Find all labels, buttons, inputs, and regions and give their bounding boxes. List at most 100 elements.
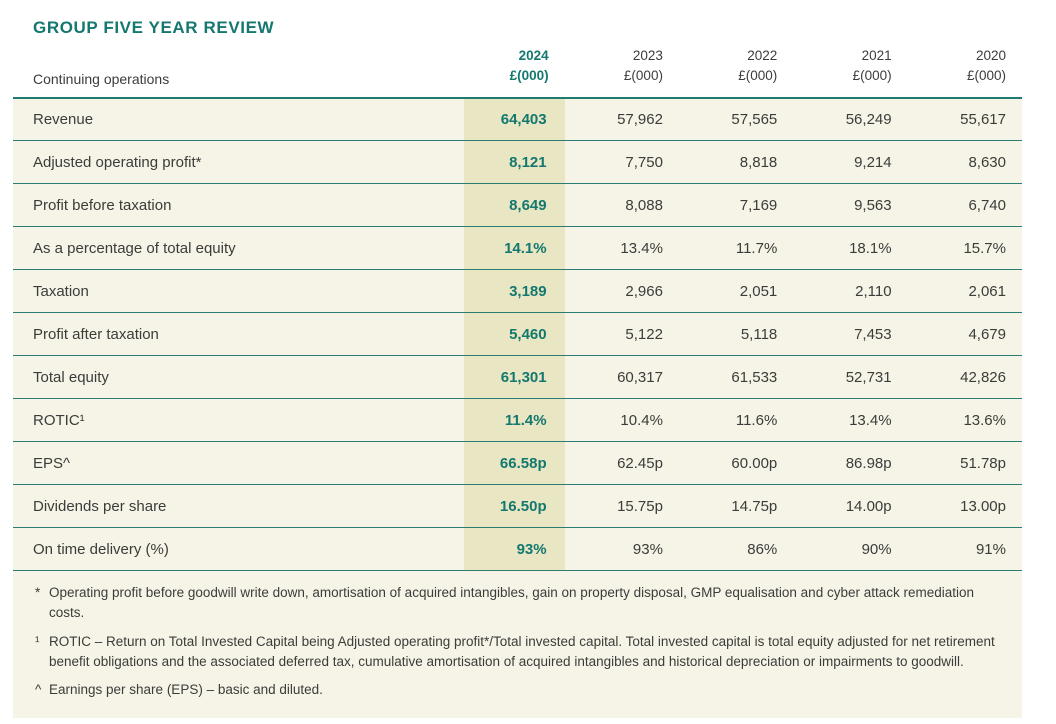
row-label: Profit after taxation bbox=[13, 312, 465, 356]
footnote-marker: * bbox=[35, 585, 41, 600]
value-cell: 2,966 bbox=[564, 269, 679, 313]
value-cell: 86.98p bbox=[793, 441, 908, 485]
year-label: 2020 bbox=[975, 48, 1006, 63]
footnote-text: Earnings per share (EPS) – basic and dil… bbox=[49, 682, 323, 697]
year-label: 2023 bbox=[632, 48, 663, 63]
table-body: Revenue 64,403 57,962 57,565 56,249 55,6… bbox=[13, 97, 1022, 571]
table-row-dividends-per-share: Dividends per share 16.50p 15.75p 14.75p… bbox=[13, 484, 1022, 528]
value-cell: 6,740 bbox=[907, 183, 1022, 227]
value-cell: 8,818 bbox=[678, 140, 794, 184]
five-year-review-table: Continuing operations 2024 £(000) 2023 £… bbox=[13, 46, 1022, 571]
value-cell-2024: 93% bbox=[464, 527, 565, 571]
table-row-rotic: ROTIC¹ 11.4% 10.4% 11.6% 13.4% 13.6% bbox=[13, 398, 1022, 442]
value-cell-2024: 61,301 bbox=[464, 355, 565, 399]
row-label: Profit before taxation bbox=[13, 183, 465, 227]
value-cell: 7,750 bbox=[564, 140, 679, 184]
value-cell-2024: 64,403 bbox=[464, 97, 565, 141]
value-cell: 5,118 bbox=[678, 312, 794, 356]
value-cell-2024: 3,189 bbox=[464, 269, 565, 313]
table-row-taxation: Taxation 3,189 2,966 2,051 2,110 2,061 bbox=[13, 269, 1022, 313]
value-cell-2024: 16.50p bbox=[464, 484, 565, 528]
value-cell: 86% bbox=[678, 527, 794, 571]
table-row-profit-after-taxation: Profit after taxation 5,460 5,122 5,118 … bbox=[13, 312, 1022, 356]
year-label: 2022 bbox=[747, 48, 778, 63]
value-cell-2024: 14.1% bbox=[464, 226, 565, 270]
value-cell: 13.4% bbox=[793, 398, 908, 442]
value-cell: 93% bbox=[564, 527, 679, 571]
row-label: As a percentage of total equity bbox=[13, 226, 465, 270]
value-cell-2024: 66.58p bbox=[464, 441, 565, 485]
value-cell: 10.4% bbox=[564, 398, 679, 442]
value-cell: 60,317 bbox=[564, 355, 679, 399]
value-cell: 52,731 bbox=[793, 355, 908, 399]
value-cell: 91% bbox=[907, 527, 1022, 571]
value-cell: 18.1% bbox=[793, 226, 908, 270]
value-cell: 57,565 bbox=[678, 97, 794, 141]
row-label: Taxation bbox=[13, 269, 465, 313]
value-cell: 42,826 bbox=[907, 355, 1022, 399]
table-header: Continuing operations 2024 £(000) 2023 £… bbox=[13, 46, 1022, 99]
row-label: Total equity bbox=[13, 355, 465, 399]
unit-label: £(000) bbox=[852, 68, 892, 84]
value-cell: 56,249 bbox=[793, 97, 908, 141]
footnote-eps: ^ Earnings per share (EPS) – basic and d… bbox=[35, 680, 998, 700]
value-cell: 5,122 bbox=[564, 312, 679, 356]
value-cell: 11.6% bbox=[678, 398, 794, 442]
row-label: Adjusted operating profit* bbox=[13, 140, 465, 184]
value-cell: 15.7% bbox=[907, 226, 1022, 270]
value-cell: 55,617 bbox=[907, 97, 1022, 141]
unit-label: £(000) bbox=[509, 68, 549, 84]
page-title: GROUP FIVE YEAR REVIEW bbox=[33, 18, 275, 37]
value-cell: 8,088 bbox=[564, 183, 679, 227]
year-label: 2024 bbox=[518, 48, 549, 63]
header-row: Continuing operations 2024 £(000) 2023 £… bbox=[13, 46, 1022, 99]
value-cell: 57,962 bbox=[564, 97, 679, 141]
value-cell: 14.75p bbox=[678, 484, 794, 528]
value-cell: 13.4% bbox=[564, 226, 679, 270]
value-cell: 7,453 bbox=[793, 312, 908, 356]
unit-label: £(000) bbox=[966, 68, 1006, 84]
value-cell: 2,110 bbox=[793, 269, 908, 313]
table-row-adjusted-operating-profit: Adjusted operating profit* 8,121 7,750 8… bbox=[13, 140, 1022, 184]
table-row-revenue: Revenue 64,403 57,962 57,565 56,249 55,6… bbox=[13, 97, 1022, 141]
table-row-eps: EPS^ 66.58p 62.45p 60.00p 86.98p 51.78p bbox=[13, 441, 1022, 485]
value-cell: 2,051 bbox=[678, 269, 794, 313]
value-cell: 13.6% bbox=[907, 398, 1022, 442]
footnote-rotic: ¹ ROTIC – Return on Total Invested Capit… bbox=[35, 632, 998, 673]
value-cell-2024: 11.4% bbox=[464, 398, 565, 442]
footnote-marker: ^ bbox=[35, 682, 42, 697]
continuing-operations-label: Continuing operations bbox=[13, 46, 465, 99]
table-row-profit-before-taxation: Profit before taxation 8,649 8,088 7,169… bbox=[13, 183, 1022, 227]
value-cell-2024: 8,121 bbox=[464, 140, 565, 184]
value-cell-2024: 5,460 bbox=[464, 312, 565, 356]
table-row-total-equity: Total equity 61,301 60,317 61,533 52,731… bbox=[13, 355, 1022, 399]
footnote-operating-profit: * Operating profit before goodwill write… bbox=[35, 583, 998, 624]
value-cell: 13.00p bbox=[907, 484, 1022, 528]
unit-label: £(000) bbox=[738, 68, 778, 84]
footnote-marker: ¹ bbox=[35, 633, 40, 649]
value-cell: 90% bbox=[793, 527, 908, 571]
value-cell: 4,679 bbox=[907, 312, 1022, 356]
value-cell: 9,214 bbox=[793, 140, 908, 184]
footnote-text: Operating profit before goodwill write d… bbox=[49, 585, 975, 621]
value-cell: 51.78p bbox=[907, 441, 1022, 485]
value-cell: 14.00p bbox=[793, 484, 908, 528]
value-cell-2024: 8,649 bbox=[464, 183, 565, 227]
table-row-percentage-of-total-equity: As a percentage of total equity 14.1% 13… bbox=[13, 226, 1022, 270]
value-cell: 7,169 bbox=[678, 183, 794, 227]
year-header-2023: 2023 £(000) bbox=[564, 46, 679, 99]
footnotes-section: * Operating profit before goodwill write… bbox=[13, 571, 1022, 719]
value-cell: 60.00p bbox=[678, 441, 794, 485]
row-label: Dividends per share bbox=[13, 484, 465, 528]
year-header-2022: 2022 £(000) bbox=[678, 46, 794, 99]
row-label: EPS^ bbox=[13, 441, 465, 485]
value-cell: 2,061 bbox=[907, 269, 1022, 313]
value-cell: 9,563 bbox=[793, 183, 908, 227]
row-label: Revenue bbox=[13, 97, 465, 141]
value-cell: 62.45p bbox=[564, 441, 679, 485]
value-cell: 15.75p bbox=[564, 484, 679, 528]
value-cell: 11.7% bbox=[678, 226, 794, 270]
year-header-2024: 2024 £(000) bbox=[464, 46, 565, 99]
value-cell: 61,533 bbox=[678, 355, 794, 399]
unit-label: £(000) bbox=[623, 68, 663, 84]
